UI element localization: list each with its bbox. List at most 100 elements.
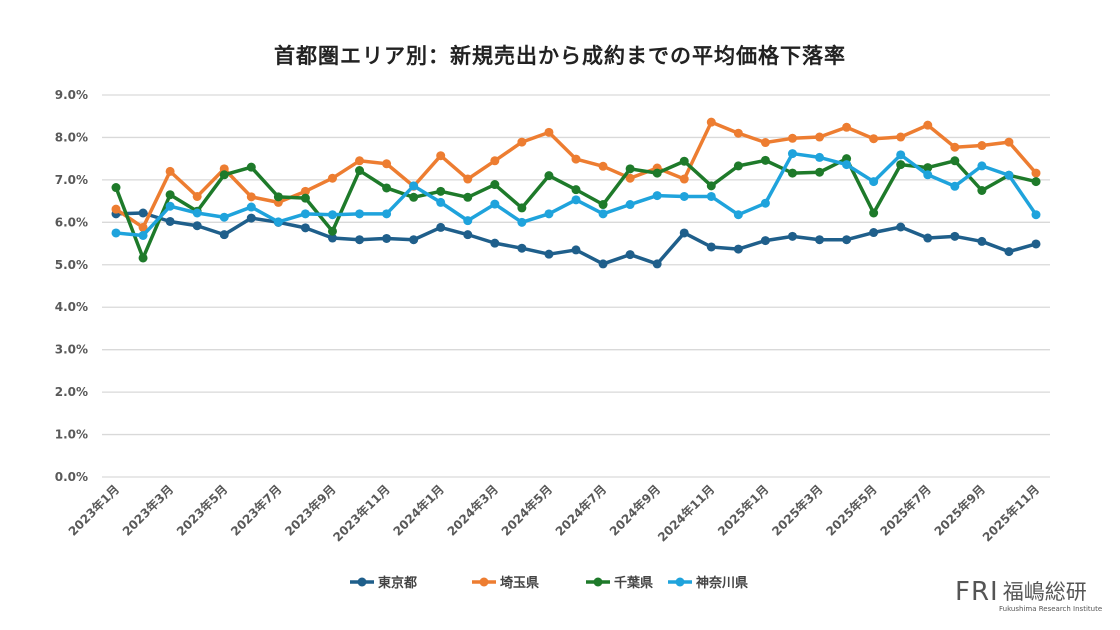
data-point: [1031, 210, 1041, 220]
data-point: [625, 250, 635, 260]
data-point: [679, 174, 689, 184]
data-point: [1004, 247, 1014, 257]
x-tick-label: 2024年5月: [498, 482, 555, 539]
data-point: [409, 181, 419, 191]
data-point: [246, 192, 256, 202]
data-point: [652, 168, 662, 178]
data-point: [219, 212, 229, 222]
data-point: [409, 192, 419, 202]
data-point: [923, 170, 933, 180]
x-tick-label: 2025年3月: [769, 482, 826, 539]
data-point: [138, 253, 148, 263]
data-point: [355, 209, 365, 219]
x-tick-label: 2023年1月: [65, 482, 122, 539]
chart-title: 首都圏エリア別：新規売出から成約までの平均価格下落率: [274, 44, 846, 68]
data-point: [273, 192, 283, 202]
data-point: [355, 156, 365, 166]
data-point: [382, 233, 392, 243]
data-point: [598, 200, 608, 210]
data-point: [815, 235, 825, 245]
data-point: [625, 173, 635, 183]
data-point: [733, 244, 743, 254]
data-point: [490, 156, 500, 166]
y-tick-label: 7.0%: [55, 173, 88, 187]
data-point: [923, 233, 933, 243]
x-tick-label: 2024年7月: [552, 482, 609, 539]
y-tick-label: 8.0%: [55, 130, 88, 144]
data-point: [246, 162, 256, 172]
legend-marker: [675, 577, 685, 587]
data-point: [598, 259, 608, 269]
data-point: [246, 202, 256, 212]
data-point: [977, 161, 987, 171]
data-point: [436, 197, 446, 207]
data-point: [679, 156, 689, 166]
data-point: [1031, 168, 1041, 178]
data-point: [815, 132, 825, 142]
y-tick-label: 2.0%: [55, 385, 88, 399]
data-point: [571, 154, 581, 164]
data-point: [760, 138, 770, 148]
data-point: [815, 152, 825, 162]
data-point: [842, 160, 852, 170]
data-point: [977, 141, 987, 151]
data-point: [896, 132, 906, 142]
data-point: [598, 209, 608, 219]
data-point: [327, 210, 337, 220]
legend-label: 埼玉県: [500, 575, 539, 591]
data-point: [165, 190, 175, 200]
data-point: [192, 208, 202, 218]
x-tick-label: 2023年5月: [173, 482, 230, 539]
legend-label: 神奈川県: [696, 575, 748, 591]
logo-subtitle: Fukushima Research Institute: [999, 605, 1103, 613]
data-point: [436, 186, 446, 196]
data-point: [950, 156, 960, 166]
data-point: [355, 166, 365, 176]
data-point: [923, 120, 933, 130]
data-point: [950, 181, 960, 191]
data-point: [787, 133, 797, 143]
data-point: [625, 200, 635, 210]
data-point: [463, 192, 473, 202]
x-tick-label: 2025年11月: [979, 482, 1042, 545]
x-tick-label: 2025年7月: [877, 482, 934, 539]
data-point: [787, 231, 797, 241]
data-point: [544, 249, 554, 259]
data-point: [733, 128, 743, 138]
data-point: [327, 233, 337, 243]
x-tick-label: 2025年1月: [714, 482, 771, 539]
data-point: [760, 236, 770, 246]
data-point: [544, 209, 554, 219]
data-point: [544, 127, 554, 137]
x-tick-label: 2024年9月: [606, 482, 663, 539]
data-point: [111, 183, 121, 193]
legend-marker: [357, 577, 367, 587]
y-tick-label: 9.0%: [55, 88, 88, 102]
data-point: [165, 166, 175, 176]
data-point: [977, 236, 987, 246]
data-point: [787, 149, 797, 159]
data-point: [300, 193, 310, 203]
data-point: [679, 191, 689, 201]
data-point: [517, 243, 527, 253]
legend-label: 東京都: [378, 575, 417, 591]
data-point: [1004, 137, 1014, 147]
data-point: [571, 245, 581, 255]
logo: FRI 福嶋総研 Fukushima Research Institute: [955, 578, 1102, 613]
data-point: [273, 217, 283, 227]
data-point: [706, 242, 716, 252]
data-point: [706, 191, 716, 201]
x-tick-label: 2024年3月: [444, 482, 501, 539]
data-point: [463, 216, 473, 226]
x-tick-label: 2025年9月: [931, 482, 988, 539]
data-point: [625, 164, 635, 174]
data-point: [463, 230, 473, 240]
data-point: [923, 163, 933, 173]
data-point: [382, 209, 392, 219]
data-point: [490, 180, 500, 190]
data-point: [896, 222, 906, 232]
x-tick-label: 2025年5月: [823, 482, 880, 539]
x-tick-label: 2023年9月: [281, 482, 338, 539]
data-point: [327, 226, 337, 236]
y-tick-label: 3.0%: [55, 343, 88, 357]
